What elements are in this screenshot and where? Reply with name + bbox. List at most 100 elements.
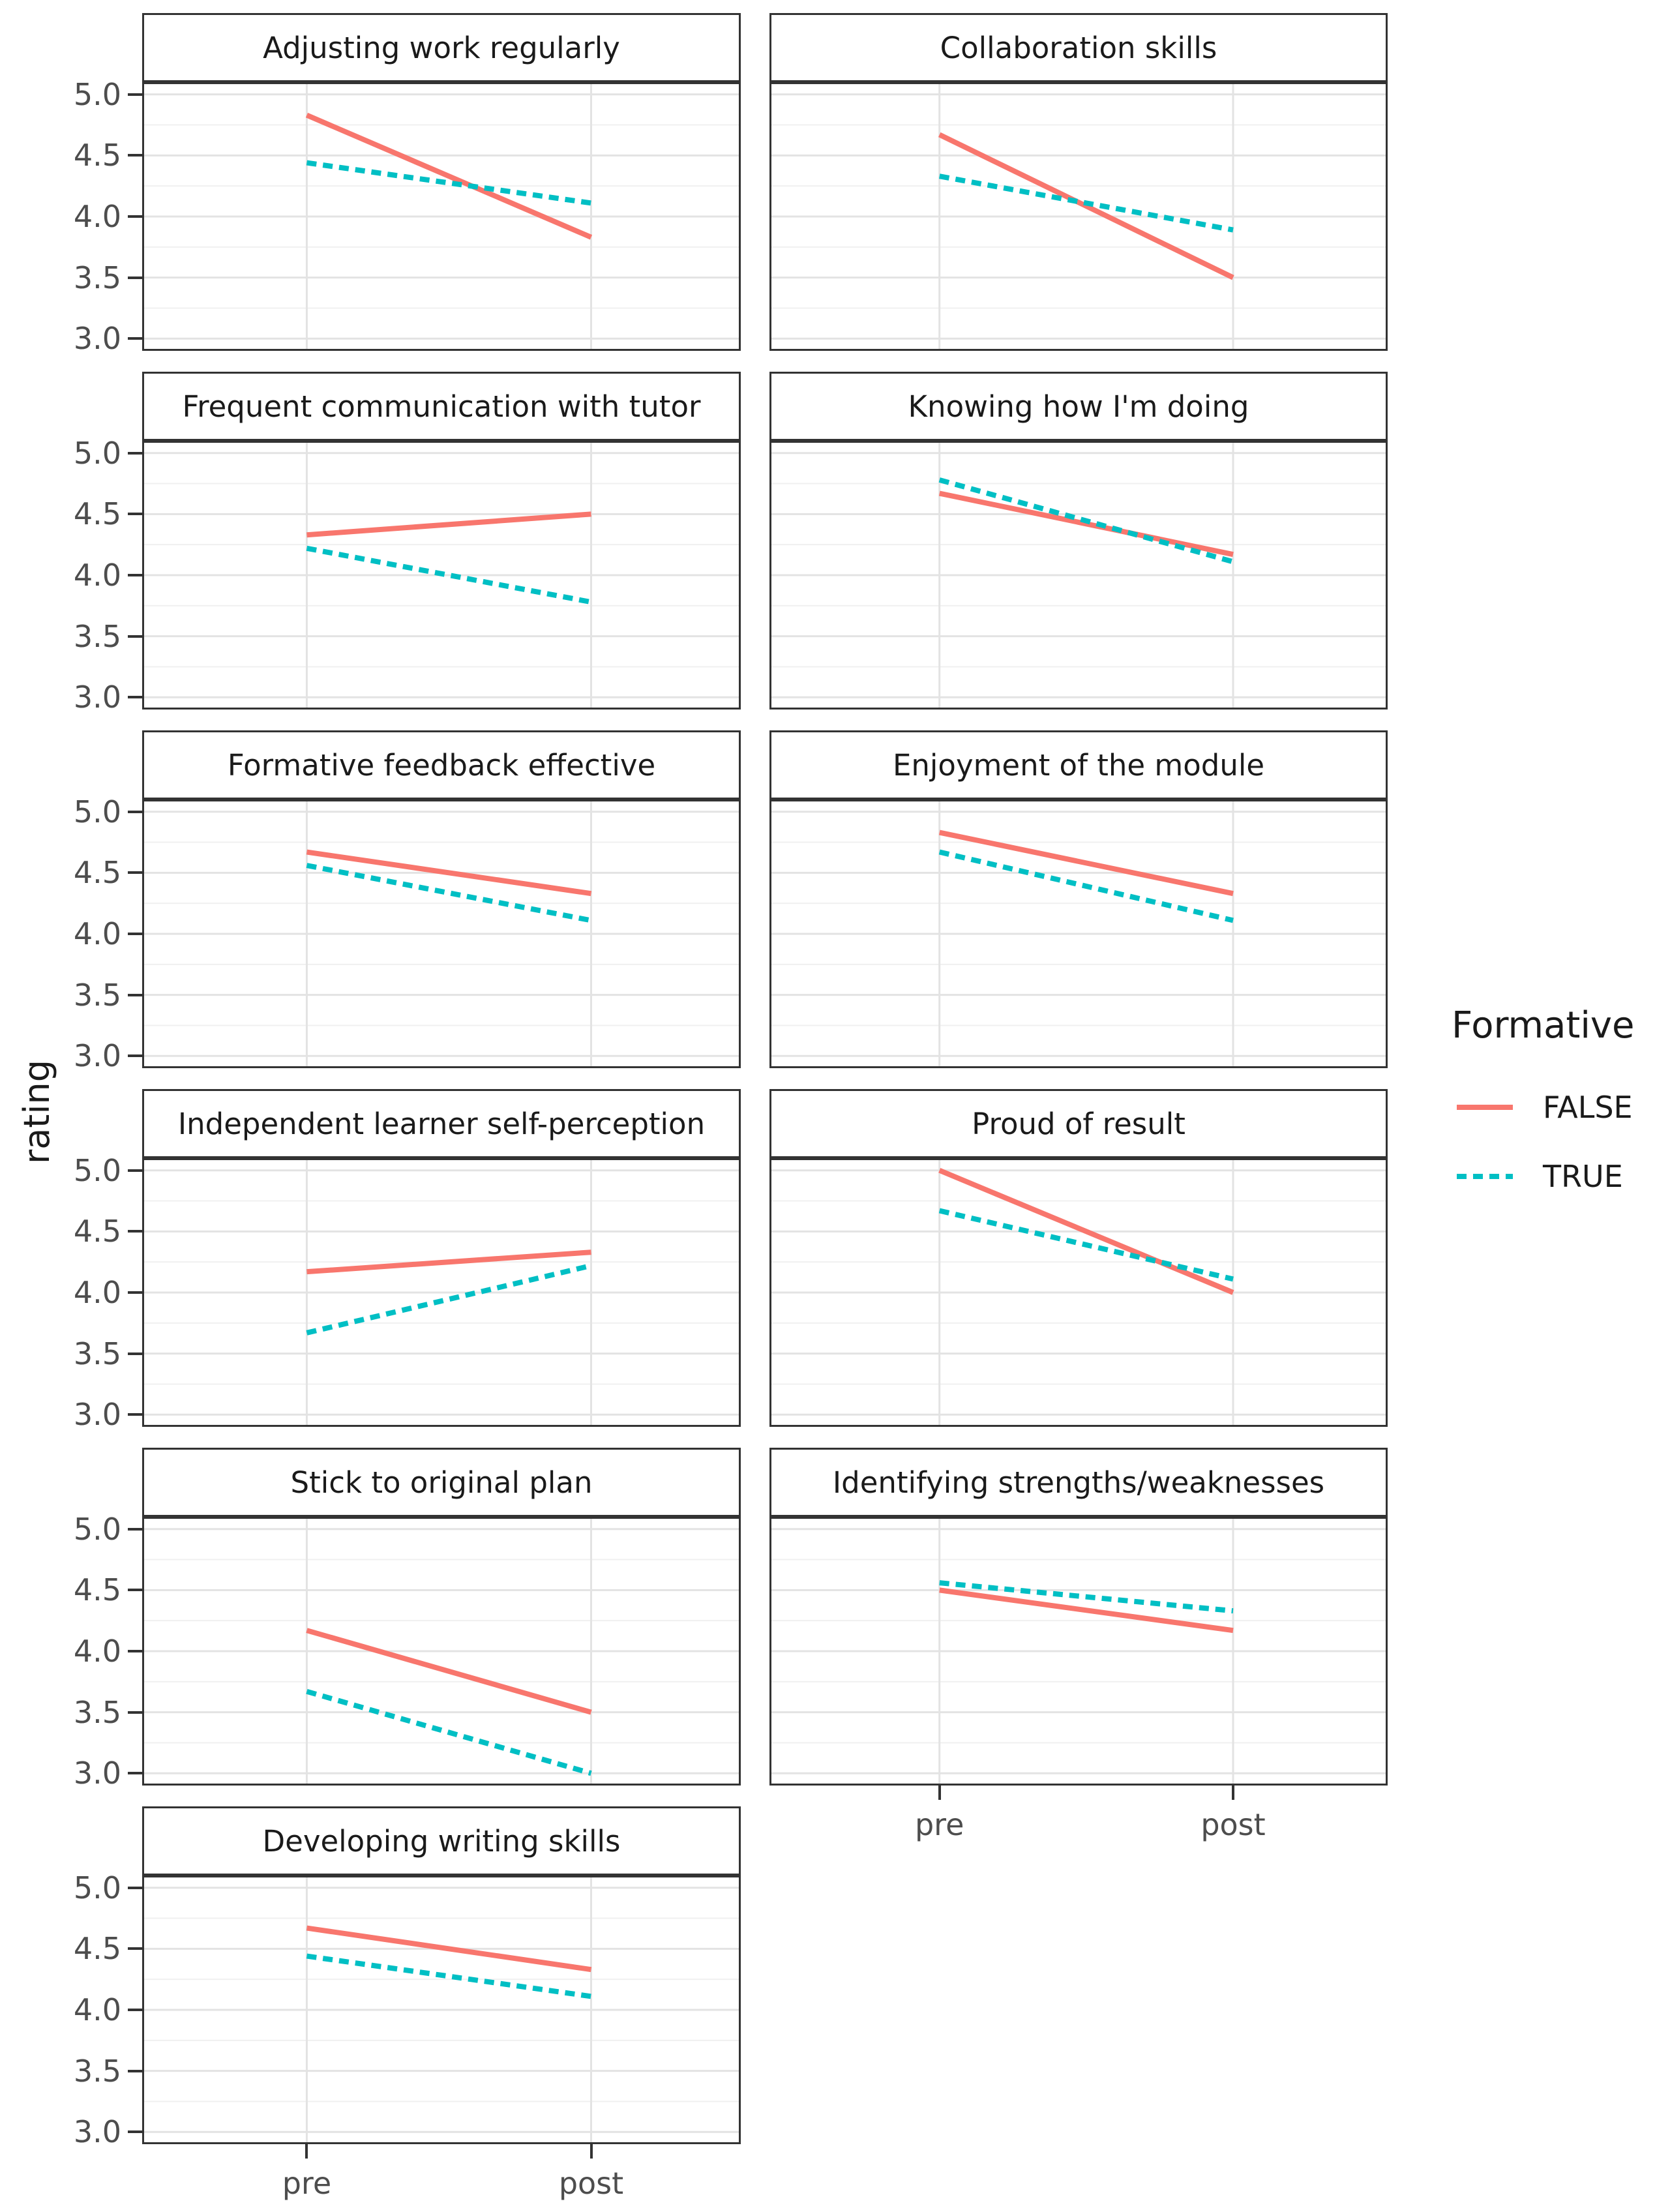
y-tick-mark	[128, 276, 142, 279]
x-tick-label: pre	[282, 2166, 332, 2201]
y-tick-label: 5.0	[73, 1152, 121, 1188]
y-tick-label: 5.0	[73, 76, 121, 112]
facet-title: Stick to original plan	[290, 1465, 593, 1500]
facet-strip: Stick to original plan	[142, 1448, 741, 1517]
y-tick-label: 4.0	[73, 1275, 121, 1310]
y-tick-mark	[128, 1711, 142, 1714]
y-tick-mark	[128, 871, 142, 874]
legend-item-true: TRUE	[1446, 1158, 1670, 1195]
facet-title: Formative feedback effective	[227, 747, 656, 783]
facet-strip: Formative feedback effective	[142, 730, 741, 800]
facet-title: Developing writing skills	[262, 1823, 621, 1859]
y-tick-label: 4.5	[73, 1931, 121, 1967]
facet-title: Collaboration skills	[940, 30, 1217, 65]
facet-title: Frequent communication with tutor	[182, 389, 701, 424]
facet-panel	[142, 800, 741, 1068]
y-tick-mark	[128, 337, 142, 340]
y-tick-mark	[128, 993, 142, 996]
legend-label-false: FALSE	[1543, 1090, 1633, 1125]
legend-title: Formative	[1452, 1004, 1635, 1047]
line-true	[939, 1580, 1234, 1614]
facet-panel	[769, 1158, 1388, 1427]
y-tick-label: 3.5	[73, 260, 121, 295]
y-tick-label: 5.0	[73, 435, 121, 471]
line-false	[938, 830, 1234, 897]
line-true	[938, 1208, 1234, 1282]
false-line-swatch-icon	[1457, 1105, 1513, 1110]
y-tick-mark	[128, 1650, 142, 1652]
x-tick-mark	[305, 2144, 308, 2159]
line-false	[305, 112, 593, 240]
y-tick-label: 4.0	[73, 1992, 121, 2027]
facet-panel	[142, 82, 741, 351]
line-false	[306, 1628, 592, 1715]
y-tick-mark	[128, 1169, 142, 1172]
facet-panel	[769, 1517, 1388, 1786]
facet-strip: Independent learner self-perception	[142, 1089, 741, 1158]
y-tick-mark	[128, 93, 142, 96]
y-tick-label: 4.5	[73, 1572, 121, 1608]
facet-panel	[769, 82, 1388, 351]
y-tick-label: 4.0	[73, 199, 121, 234]
y-tick-label: 4.0	[73, 1634, 121, 1669]
facet-strip: Adjusting work regularly	[142, 13, 741, 82]
y-tick-label: 3.5	[73, 618, 121, 654]
facet-strip: Proud of result	[769, 1089, 1388, 1158]
y-tick-mark	[128, 1772, 142, 1775]
x-tick-mark	[938, 1786, 941, 1800]
y-tick-mark	[128, 635, 142, 638]
line-true	[938, 849, 1234, 923]
y-tick-mark	[128, 696, 142, 699]
y-tick-mark	[128, 1413, 142, 1416]
line-false	[939, 1587, 1234, 1634]
y-tick-mark	[128, 215, 142, 218]
y-tick-mark	[128, 451, 142, 455]
x-tick-mark	[589, 2144, 593, 2159]
y-tick-label: 5.0	[73, 1870, 121, 1906]
y-tick-mark	[128, 1230, 142, 1233]
y-tick-label: 3.0	[73, 1397, 121, 1433]
y-tick-mark	[128, 1589, 142, 1592]
y-tick-label: 3.5	[73, 2053, 121, 2089]
y-tick-label: 4.5	[73, 1214, 121, 1249]
x-tick-mark	[1232, 1786, 1234, 1800]
line-false	[306, 1925, 592, 1973]
y-tick-label: 3.5	[73, 1694, 121, 1730]
facet-strip: Enjoyment of the module	[769, 730, 1388, 800]
facet-strip: Identifying strengths/weaknesses	[769, 1448, 1388, 1517]
y-tick-label: 3.0	[73, 1038, 121, 1074]
y-tick-label: 3.0	[73, 1756, 121, 1791]
line-false	[306, 511, 591, 538]
y-tick-mark	[128, 1352, 142, 1355]
y-tick-label: 4.0	[73, 916, 121, 951]
line-true	[306, 1688, 592, 1776]
legend: Formative FALSE TRUE	[1446, 1004, 1670, 1227]
x-tick-label: post	[1200, 1807, 1266, 1842]
facet-panel	[142, 1517, 741, 1786]
y-tick-mark	[128, 1054, 142, 1058]
facet-strip: Knowing how I'm doing	[769, 372, 1388, 441]
line-false	[938, 132, 1234, 280]
facet-panel	[142, 441, 741, 710]
y-tick-label: 4.5	[73, 496, 121, 532]
y-tick-mark	[128, 1291, 142, 1294]
facet-panel	[769, 441, 1388, 710]
y-tick-mark	[128, 154, 142, 157]
facet-strip: Developing writing skills	[142, 1806, 741, 1876]
facet-title: Adjusting work regularly	[263, 30, 620, 65]
y-tick-label: 5.0	[73, 1511, 121, 1547]
y-tick-mark	[128, 513, 142, 516]
y-tick-mark	[128, 810, 142, 813]
y-tick-mark	[128, 1947, 142, 1950]
y-tick-label: 3.0	[73, 321, 121, 357]
y-tick-label: 4.0	[73, 558, 121, 593]
x-tick-label: post	[558, 2166, 624, 2201]
line-false	[938, 490, 1234, 558]
facet-strip: Frequent communication with tutor	[142, 372, 741, 441]
line-true	[938, 477, 1234, 565]
y-tick-label: 5.0	[73, 794, 121, 830]
y-tick-mark	[128, 2009, 142, 2011]
legend-item-false: FALSE	[1446, 1088, 1670, 1126]
facet-title: Knowing how I'm doing	[908, 389, 1249, 424]
